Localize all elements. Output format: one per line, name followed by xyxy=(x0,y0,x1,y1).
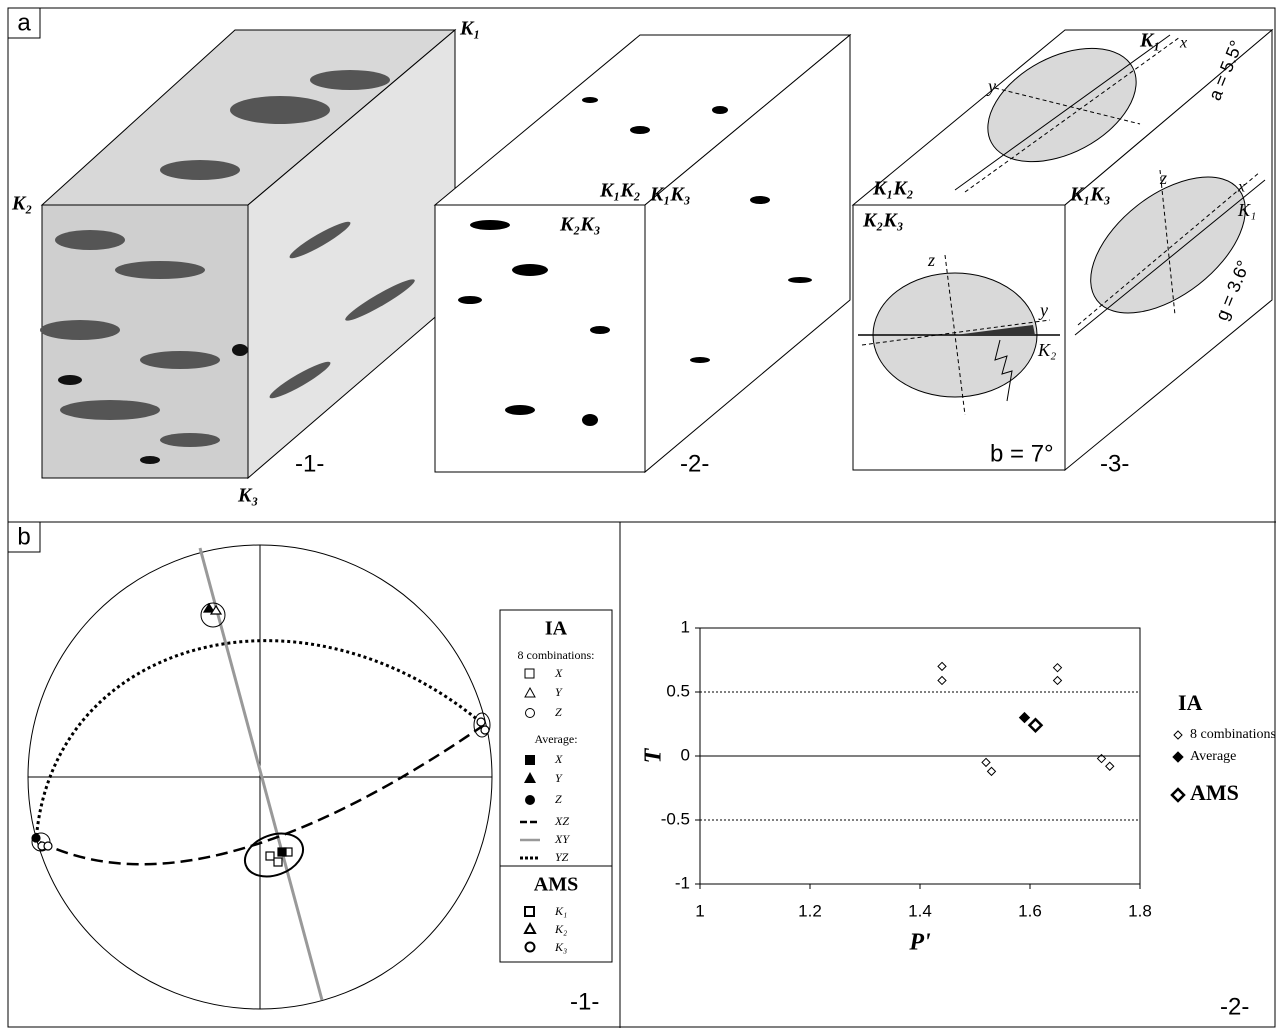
plane-label: K₁K₂ xyxy=(872,178,914,200)
axis-label: x xyxy=(1237,179,1245,196)
x-tick-label: 1.4 xyxy=(908,901,932,920)
y-tick-label: 1 xyxy=(681,617,690,636)
block-number: -1- xyxy=(295,450,324,477)
legend-heading: 8 combinations: xyxy=(518,648,595,662)
legend-label: Z xyxy=(555,705,562,719)
panel-label: b xyxy=(17,523,30,550)
x-tick-label: 1.6 xyxy=(1018,901,1042,920)
axis-label: K₁ xyxy=(1237,200,1256,220)
axis-label: z xyxy=(927,250,935,270)
legend-label: K₃ xyxy=(554,940,567,954)
plane-label: K₁K₂ xyxy=(599,180,641,202)
y-tick-label: 0 xyxy=(681,745,690,764)
plot-number: -2- xyxy=(1220,993,1249,1020)
legend-label: AMS xyxy=(1190,780,1239,805)
data-point xyxy=(1106,762,1114,770)
legend-label: K₂ xyxy=(554,922,567,936)
axis-label: K₁ xyxy=(1139,30,1160,52)
legend-marker xyxy=(1173,752,1183,762)
data-point xyxy=(988,767,996,775)
legend-label: Z xyxy=(555,792,562,806)
plane-label: K₁K₃ xyxy=(649,184,691,206)
legend-title: IA xyxy=(545,618,568,640)
legend-heading: Average: xyxy=(534,732,577,746)
legend-label: XY xyxy=(554,832,570,846)
axis-label: K₃ xyxy=(237,485,258,507)
legend-title: AMS xyxy=(534,874,578,896)
data-point xyxy=(1054,664,1062,672)
data-point xyxy=(1020,713,1030,723)
axis-label: K₂ xyxy=(1037,340,1056,360)
axis-label: y xyxy=(1038,300,1048,320)
x-axis-label: P' xyxy=(908,930,931,956)
data-point xyxy=(1030,719,1042,731)
block-number: -3- xyxy=(1100,450,1129,477)
legend-label: X xyxy=(554,666,563,680)
panel-label: a xyxy=(17,9,31,36)
axis-label: K₁ xyxy=(459,18,480,40)
y-tick-label: -0.5 xyxy=(661,809,690,828)
legend-marker xyxy=(1174,731,1182,739)
axis-label: y xyxy=(986,76,996,96)
figure: a b K₁ K₂ K₃ -1- K₁K₂ K₂K₃ K₁K₃ -2- xyxy=(0,0,1276,1028)
axis-label: z xyxy=(1159,168,1167,188)
block-1 xyxy=(40,30,455,478)
x-tick-label: 1 xyxy=(695,901,704,920)
block-number: -2- xyxy=(680,450,709,477)
axis-label: x xyxy=(1179,35,1187,52)
legend-label: YZ xyxy=(555,850,569,864)
data-point xyxy=(1054,676,1062,684)
plane-label: K₁K₃ xyxy=(1069,184,1111,206)
y-axis-label: T xyxy=(641,747,667,763)
x-tick-label: 1.2 xyxy=(798,901,822,920)
data-point xyxy=(938,676,946,684)
x-tick-label: 1.8 xyxy=(1128,901,1152,920)
plane-label: K₂K₃ xyxy=(559,214,601,236)
plot-number: -1- xyxy=(570,988,599,1015)
legend-title: IA xyxy=(1178,690,1203,715)
legend-label: K₁ xyxy=(554,904,567,918)
data-point xyxy=(938,662,946,670)
legend-label: X xyxy=(554,752,563,766)
stereonet xyxy=(28,545,492,1009)
legend-marker xyxy=(1172,789,1184,801)
axis-label: K₂ xyxy=(11,193,32,215)
plane-label: K₂K₃ xyxy=(862,210,904,232)
block-2 xyxy=(435,35,850,472)
legend-label: 8 combinations xyxy=(1190,727,1276,742)
y-tick-label: 0.5 xyxy=(666,681,690,700)
legend-label: Average xyxy=(1190,749,1236,764)
data-point xyxy=(982,758,990,766)
y-tick-label: -1 xyxy=(675,873,690,892)
angle-label: b = 7° xyxy=(990,440,1054,467)
legend-label: XZ xyxy=(554,814,569,828)
